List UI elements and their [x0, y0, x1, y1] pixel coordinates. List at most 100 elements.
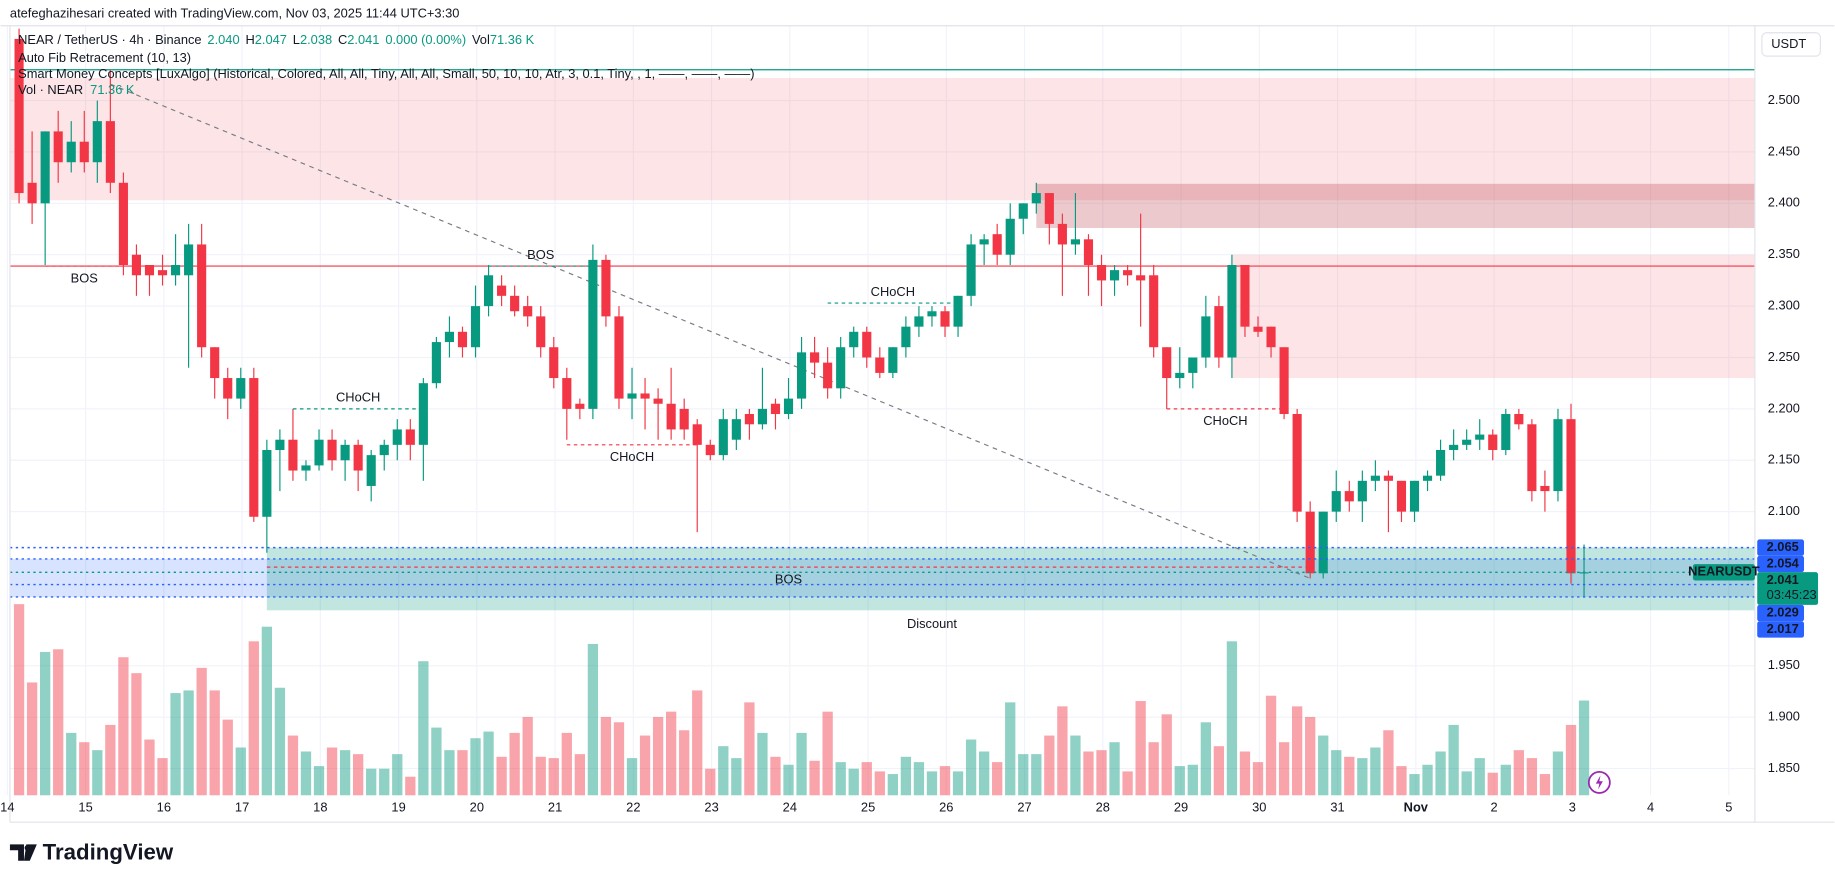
candle-body: [483, 275, 494, 307]
volume-bar: [392, 754, 403, 796]
volume-bar: [744, 702, 755, 796]
annotations: BOS CHoCH BOS CHoCH CHoCH CHoCH BOS Discount: [9, 247, 1755, 631]
candle-body: [418, 383, 428, 445]
volume-bar: [913, 762, 925, 796]
candle-body: [1253, 326, 1263, 332]
volume-bar: [574, 754, 586, 796]
volume-bar: [1487, 772, 1498, 796]
volume-bar: [692, 690, 703, 796]
zone: [9, 558, 1755, 597]
ohlc-value: 71.36 K: [490, 32, 535, 47]
volume-bar: [1331, 750, 1342, 796]
volume-bar: [1174, 766, 1185, 796]
volume-bar: [1305, 716, 1316, 796]
last-price-label: 2.041: [1767, 572, 1799, 587]
price-badge: [1757, 621, 1805, 638]
volume-bar: [92, 750, 103, 796]
candle-body: [66, 141, 76, 163]
candle-body: [627, 393, 637, 399]
candle-body: [992, 234, 1002, 255]
currency-label[interactable]: USDT: [1771, 36, 1806, 51]
ohlc-key: L: [293, 32, 300, 47]
y-tick-label: 2.500: [1768, 92, 1800, 107]
symbol: NEAR / TetherUS · 4h · Binance: [18, 32, 201, 47]
y-tick-label: 1.950: [1768, 657, 1800, 672]
volume-bar: [1409, 774, 1420, 796]
volume-bar: [639, 735, 651, 796]
candle-body: [392, 429, 402, 445]
volume-bar: [274, 687, 286, 796]
x-tick-label: 18: [313, 800, 327, 815]
candle-body: [849, 331, 859, 348]
volume-bar: [222, 719, 233, 796]
structure-label: CHoCH: [336, 390, 380, 405]
candle-body: [1436, 449, 1446, 476]
candle-body: [470, 306, 481, 348]
candle-body: [562, 378, 572, 409]
volume-bar: [431, 727, 442, 796]
volume-bar: [1213, 746, 1225, 796]
x-tick-label: 26: [939, 800, 953, 815]
candle-body: [718, 419, 728, 456]
volume-bar: [665, 711, 677, 796]
candle-body: [692, 424, 702, 445]
volume-bar: [939, 766, 951, 796]
candle-body: [1031, 193, 1041, 204]
candle-body: [1553, 419, 1563, 492]
replay-icon[interactable]: [1587, 771, 1611, 794]
volume-bar: [183, 690, 194, 796]
candle-body: [405, 429, 415, 445]
candle-body: [353, 444, 363, 471]
replay-bolt[interactable]: [1595, 775, 1603, 790]
structure-label: CHoCH: [610, 449, 654, 464]
volume-bar: [1318, 735, 1329, 796]
x-tick-label: 27: [1017, 800, 1031, 815]
price-badge: [1757, 555, 1805, 573]
volume-bar: [131, 673, 142, 796]
candle-body: [184, 244, 194, 276]
candle-body: [836, 347, 846, 389]
y-tick-label: 2.200: [1768, 400, 1800, 415]
zones: [9, 77, 1755, 611]
candle-body: [1396, 480, 1407, 512]
x-tick-label: 20: [470, 800, 484, 815]
candle-body: [875, 357, 885, 373]
grid: [6, 25, 1755, 796]
discount-label: Discount: [907, 616, 957, 631]
y-tick-label: 2.450: [1768, 143, 1800, 158]
ohlc-key: C: [338, 32, 347, 47]
volume-bar: [874, 771, 885, 796]
ohlc-value: 2.040: [207, 32, 239, 47]
volume-bar: [1070, 735, 1081, 796]
candle-body: [810, 352, 820, 363]
volume-bar: [326, 747, 338, 796]
currency-button[interactable]: [1761, 32, 1821, 57]
volume-bar: [1057, 706, 1068, 796]
candle-body: [223, 378, 233, 399]
candle-body: [1044, 193, 1054, 224]
volume-bar: [105, 724, 116, 796]
ohlc-key: H: [245, 32, 254, 47]
candle-body: [131, 254, 142, 276]
volume-name: Vol · NEAR: [18, 83, 83, 98]
candle-body: [457, 331, 468, 348]
volume-bar: [1578, 700, 1590, 796]
candle-body: [1018, 203, 1028, 219]
volume-bar: [1265, 695, 1277, 796]
candle-body: [1514, 414, 1524, 425]
volume-bar: [457, 750, 468, 796]
candle-body: [1070, 239, 1080, 245]
candle-body: [1266, 326, 1276, 348]
structure-label: BOS: [527, 247, 554, 262]
volume-bar: [887, 774, 898, 796]
x-tick-label: 29: [1174, 800, 1188, 815]
volume-bar: [926, 771, 938, 796]
candle-body: [92, 121, 102, 163]
candle-body: [653, 398, 663, 404]
y-tick-label: 2.150: [1768, 452, 1800, 467]
volume-bar: [652, 716, 664, 796]
volume-bar: [1135, 701, 1146, 796]
price-badge: [1757, 604, 1805, 622]
volume-bar: [992, 762, 1003, 796]
